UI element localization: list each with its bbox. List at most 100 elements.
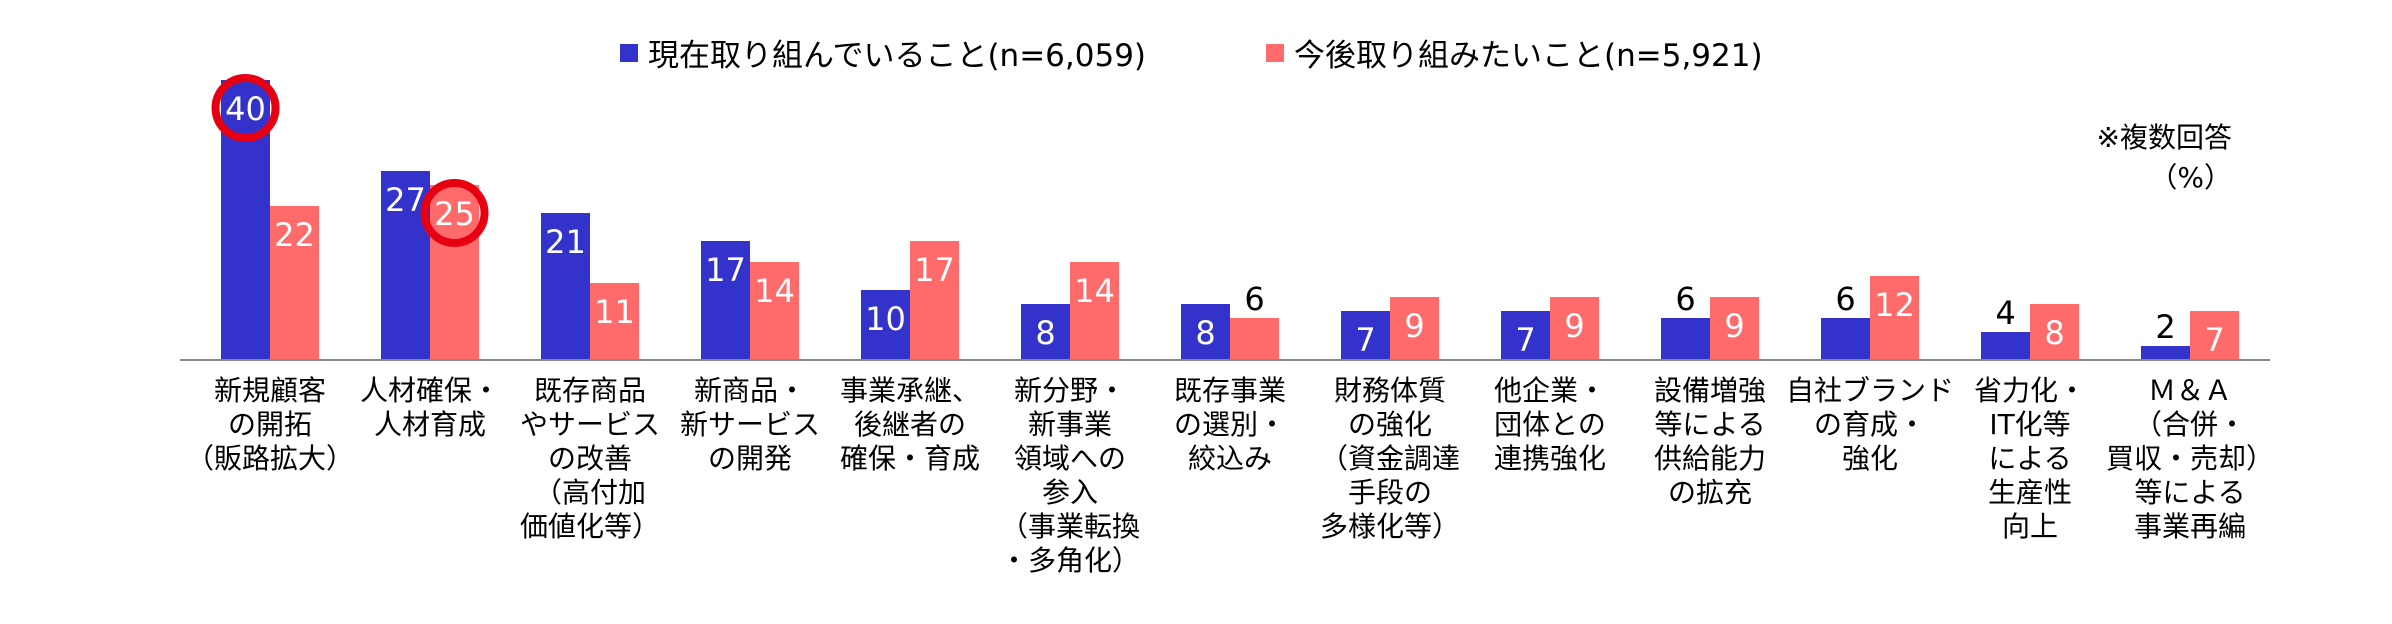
bar-future-5	[1070, 262, 1119, 360]
bar-current-1	[381, 171, 430, 360]
category-label-11-line-1: IT化等	[1989, 408, 2070, 441]
category-label-4-line-0: 事業承継、	[840, 374, 980, 407]
category-label-6-line-2: 絞込み	[1188, 442, 1272, 475]
category-label-9-line-2: 供給能力	[1654, 442, 1766, 475]
category-label-1-line-1: 人材育成	[374, 408, 486, 441]
category-label-3-line-1: 新サービス	[680, 408, 820, 441]
value-label-current-1: 27	[385, 181, 426, 219]
category-label-8-line-2: 連携強化	[1494, 442, 1606, 475]
value-label-current-4: 10	[865, 300, 906, 338]
category-label-7-line-4: 多様化等）	[1320, 510, 1460, 543]
category-label-12-line-4: 事業再編	[2134, 510, 2246, 543]
category-label-1-line-0: 人材確保・	[360, 374, 500, 407]
bar-future-3	[750, 262, 799, 360]
bar-current-10	[1821, 318, 1870, 360]
value-label-current-2: 21	[545, 223, 586, 261]
value-label-future-4: 17	[914, 251, 955, 289]
value-label-current-12: 2	[2155, 308, 2175, 346]
bar-future-7	[1390, 297, 1439, 360]
bar-future-12	[2190, 311, 2239, 360]
category-label-12-line-0: Ｍ＆Ａ	[2148, 374, 2232, 407]
bar-current-3	[701, 241, 750, 360]
legend-swatch-current	[620, 43, 638, 62]
category-label-4-line-1: 後継者の	[854, 408, 966, 441]
value-label-current-6: 8	[1195, 314, 1215, 352]
value-label-current-3: 17	[705, 251, 746, 289]
bar-current-6	[1181, 304, 1230, 360]
category-label-7-line-0: 財務体質	[1334, 374, 1446, 407]
category-label-8-line-1: 団体との	[1494, 408, 1606, 441]
value-label-future-5: 14	[1074, 272, 1115, 310]
category-label-11-line-4: 向上	[2002, 510, 2058, 543]
value-label-future-11: 8	[2044, 314, 2064, 352]
category-label-9-line-3: の拡充	[1668, 476, 1752, 509]
legend-label-current: 現在取り組んでいること(n=6,059)	[648, 38, 1147, 74]
value-label-future-0: 22	[274, 216, 315, 254]
value-label-current-0: 40	[225, 90, 266, 128]
legend-swatch-future	[1266, 43, 1285, 62]
category-label-2-line-0: 既存商品	[534, 374, 646, 407]
value-label-future-6: 6	[1244, 280, 1264, 318]
legend-label-future: 今後取り組みたいこと(n=5,921)	[1294, 38, 1763, 74]
bar-current-5	[1021, 304, 1070, 360]
category-label-5-line-0: 新分野・	[1014, 374, 1126, 407]
bar-future-10	[1870, 276, 1919, 360]
category-label-8-line-0: 他企業・	[1494, 374, 1606, 407]
value-label-future-10: 12	[1874, 286, 1915, 324]
bar-current-11	[1981, 332, 2030, 360]
highlight-circle-1	[420, 179, 489, 247]
value-label-future-8: 9	[1564, 307, 1584, 345]
category-label-5-line-3: 参入	[1042, 476, 1098, 509]
bar-current-4	[861, 290, 910, 360]
category-label-5-line-2: 領域への	[1014, 442, 1126, 475]
bar-current-2	[541, 213, 590, 360]
category-label-6-line-1: の選別・	[1174, 408, 1286, 441]
value-label-current-8: 7	[1515, 321, 1535, 359]
multiple-answer-note: ※複数回答	[2096, 121, 2232, 154]
legend-item-future: 今後取り組みたいこと(n=5,921)	[1266, 30, 1763, 75]
highlight-circle-0	[211, 74, 280, 142]
category-label-3-line-0: 新商品・	[694, 374, 806, 407]
category-label-12-line-2: 買収・売却）	[2106, 442, 2274, 475]
category-label-4-line-2: 確保・育成	[840, 442, 980, 475]
legend-item-current: 現在取り組んでいること(n=6,059)	[620, 30, 1146, 75]
category-label-11-line-3: 生産性	[1988, 476, 2072, 509]
category-label-11-line-0: 省力化・	[1974, 374, 2086, 407]
value-label-current-11: 4	[1995, 294, 2015, 332]
category-label-2-line-3: （高付加	[534, 476, 646, 509]
bar-future-1	[430, 185, 479, 360]
bar-current-0	[221, 80, 270, 360]
bar-current-9	[1661, 318, 1710, 360]
value-label-future-1: 25	[434, 195, 475, 233]
value-label-current-7: 7	[1355, 321, 1375, 359]
category-label-5-line-1: 新事業	[1028, 408, 1112, 441]
category-label-5-line-4: （事業転換	[1000, 510, 1140, 543]
value-label-future-12: 7	[2204, 321, 2224, 359]
bar-future-2	[590, 283, 639, 360]
category-label-7-line-3: 手段の	[1348, 476, 1432, 509]
category-label-10-line-1: の育成・	[1814, 408, 1926, 441]
category-label-10-line-2: 強化	[1842, 442, 1898, 475]
value-label-future-9: 9	[1724, 307, 1744, 345]
category-label-2-line-1: やサービス	[520, 408, 660, 441]
chart-note: ※複数回答 （%）	[2097, 118, 2232, 198]
bar-current-8	[1501, 311, 1550, 360]
category-label-7-line-1: の強化	[1348, 408, 1432, 441]
bar-future-6	[1230, 318, 1279, 360]
category-label-0-line-2: （販路拡大）	[186, 442, 354, 475]
category-label-10-line-0: 自社ブランド	[1786, 374, 1954, 407]
bar-current-12	[2141, 346, 2190, 360]
category-label-9-line-1: 等による	[1654, 408, 1765, 441]
category-label-11-line-2: による	[1988, 442, 2071, 475]
category-label-3-line-2: の開発	[708, 442, 792, 475]
value-label-current-5: 8	[1035, 314, 1055, 352]
category-label-0-line-1: の開拓	[228, 408, 312, 441]
chart-legend: 現在取り組んでいること(n=6,059) 今後取り組みたいこと(n=5,921)	[620, 30, 1763, 75]
bar-future-9	[1710, 297, 1759, 360]
bar-future-8	[1550, 297, 1599, 360]
value-label-current-9: 6	[1675, 280, 1695, 318]
category-label-2-line-2: の改善	[548, 442, 632, 475]
unit-note: （%）	[2149, 161, 2232, 194]
category-label-9-line-0: 設備増強	[1654, 374, 1766, 407]
